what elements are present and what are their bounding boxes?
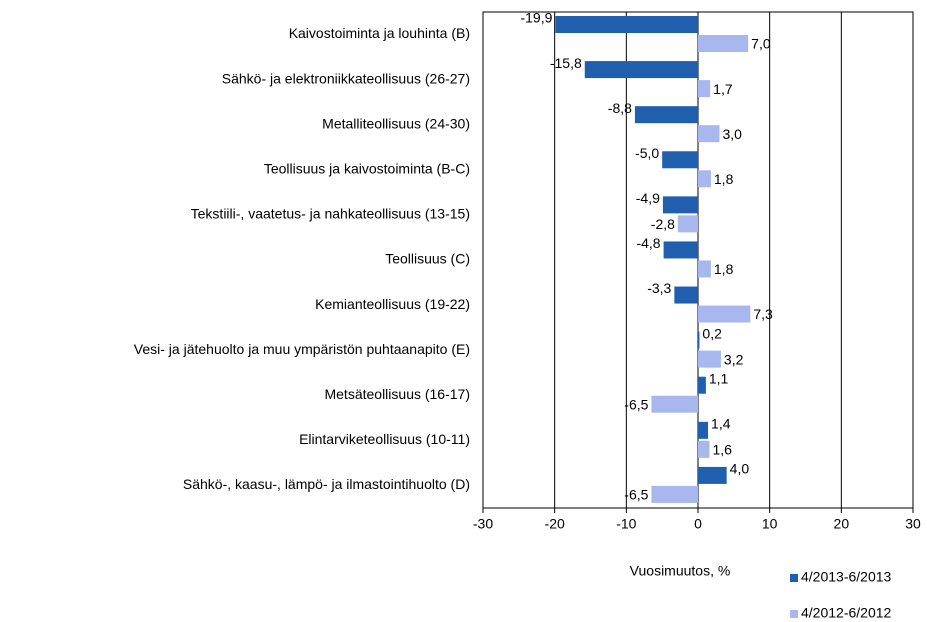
value-label: 1,7 [713, 81, 733, 97]
bar [674, 286, 698, 304]
value-label: -4,8 [636, 235, 660, 251]
value-label: -4,9 [636, 190, 660, 206]
value-label: -8,8 [608, 100, 632, 116]
value-label: 7,3 [753, 306, 773, 322]
bar [698, 331, 700, 349]
bar [698, 170, 711, 188]
legend-swatch [790, 610, 798, 618]
category-label: Vesi- ja jätehuolto ja muu ympäristön pu… [134, 341, 470, 357]
x-tick-label: -10 [616, 516, 636, 532]
category-label: Teollisuus ja kaivostoiminta (B-C) [264, 161, 470, 177]
value-label: -6,5 [624, 487, 648, 503]
x-tick-label: -30 [473, 516, 493, 532]
bar [555, 16, 698, 33]
x-tick-label: 10 [762, 516, 778, 532]
bar [634, 106, 698, 124]
x-tick-label: 0 [694, 516, 702, 532]
bar [698, 35, 749, 52]
value-label: 1,8 [714, 171, 734, 187]
category-label: Kaivostoiminta ja louhinta (B) [289, 25, 470, 41]
category-label: Teollisuus (C) [385, 251, 470, 267]
legend-label: 4/2013-6/2013 [801, 569, 892, 585]
x-axis-label: Vuosimuutos, % [630, 563, 731, 579]
value-label: -3,3 [647, 280, 671, 296]
bar [698, 440, 710, 458]
value-label: 1,8 [714, 261, 734, 277]
value-label: -15,8 [550, 55, 582, 71]
bar [662, 196, 698, 214]
category-label: Elintarviketeollisuus (10-11) [299, 431, 470, 447]
value-label: 1,4 [711, 416, 731, 432]
value-label: 0,2 [702, 325, 722, 341]
bar [651, 485, 698, 503]
value-label: -5,0 [635, 145, 659, 161]
value-label: 4,0 [730, 461, 750, 477]
value-label: -19,9 [520, 10, 552, 26]
bar [663, 241, 698, 259]
bar [584, 61, 698, 79]
bar [662, 151, 698, 169]
category-label: Sähkö-, kaasu-, lämpö- ja ilmastointihuo… [183, 476, 470, 492]
value-label: -2,8 [651, 216, 675, 232]
bar [698, 125, 720, 143]
bar [698, 421, 709, 439]
category-label: Tekstiili-, vaatetus- ja nahkateollisuus… [191, 206, 470, 222]
bar [698, 305, 751, 323]
value-label: 3,2 [724, 351, 744, 367]
bar [698, 350, 721, 368]
category-label: Sähkö- ja elektroniikkateollisuus (26-27… [222, 70, 470, 86]
x-tick-label: -20 [545, 516, 565, 532]
category-label: Metalliteollisuus (24-30) [322, 115, 470, 131]
value-label: 1,1 [709, 370, 729, 386]
bar [698, 376, 706, 394]
category-label: Metsäteollisuus (16-17) [324, 386, 470, 402]
bar [698, 466, 727, 484]
bar [651, 395, 698, 413]
x-tick-label: 30 [905, 516, 921, 532]
x-tick-label: 20 [834, 516, 850, 532]
value-label: 3,0 [723, 126, 743, 142]
legend-swatch [790, 574, 798, 582]
value-label: 1,6 [712, 442, 732, 458]
bar [698, 260, 711, 278]
category-label: Kemianteollisuus (19-22) [315, 296, 470, 312]
value-label: -6,5 [624, 396, 648, 412]
bar [698, 80, 711, 98]
bar [677, 215, 698, 233]
legend-label: 4/2012-6/2012 [801, 605, 892, 621]
value-label: 7,0 [751, 36, 771, 52]
